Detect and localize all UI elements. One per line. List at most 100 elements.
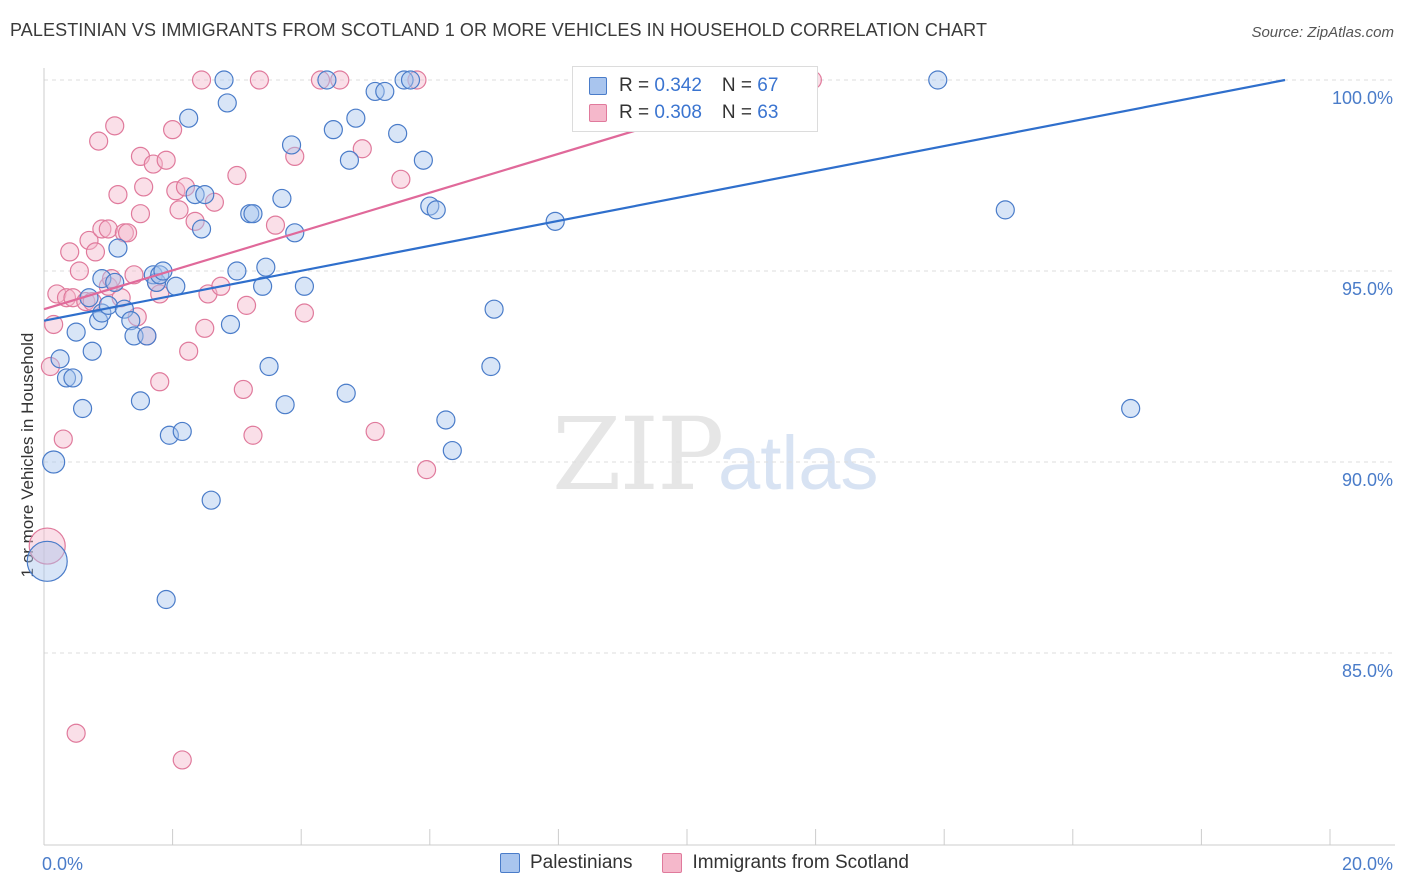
legend-swatch-pink bbox=[662, 853, 683, 873]
tick-labels: 100.0% 95.0% 90.0% 85.0% 0.0% 20.0% bbox=[42, 88, 1393, 874]
data-point bbox=[233, 379, 253, 400]
data-point bbox=[265, 215, 286, 235]
data-point bbox=[310, 70, 331, 90]
data-point bbox=[275, 395, 295, 415]
data-point bbox=[69, 261, 89, 281]
data-point bbox=[928, 70, 948, 90]
legend-row-palestinians: R = 0.342 N = 67 bbox=[589, 75, 778, 97]
watermark-zip: ZIP bbox=[552, 396, 724, 513]
data-point bbox=[365, 421, 385, 442]
data-point bbox=[259, 356, 279, 377]
data-point bbox=[217, 93, 237, 113]
data-point bbox=[256, 257, 276, 277]
chart-title: PALESTINIAN VS IMMIGRANTS FROM SCOTLAND … bbox=[10, 20, 988, 40]
data-point bbox=[481, 356, 501, 377]
data-point bbox=[134, 177, 154, 197]
data-point bbox=[121, 311, 141, 331]
data-point bbox=[159, 425, 179, 445]
data-point bbox=[108, 185, 128, 205]
data-point bbox=[214, 70, 234, 90]
data-point bbox=[294, 303, 315, 323]
x-tick-label: 0.0% bbox=[42, 854, 83, 874]
y-tick-label: 85.0% bbox=[1342, 661, 1393, 681]
data-point bbox=[1121, 398, 1141, 419]
data-point bbox=[47, 284, 67, 304]
data-point bbox=[66, 723, 86, 743]
data-point bbox=[175, 177, 196, 197]
data-point bbox=[89, 131, 109, 151]
axes bbox=[43, 68, 1395, 846]
data-point bbox=[185, 211, 205, 231]
data-point bbox=[98, 219, 118, 239]
data-point bbox=[394, 70, 414, 90]
data-point bbox=[172, 750, 192, 770]
x-tick-label: 20.0% bbox=[1342, 854, 1393, 874]
data-point bbox=[26, 540, 68, 582]
data-point bbox=[204, 192, 224, 212]
legend-r-label: R = bbox=[619, 75, 655, 96]
y-tick-label: 90.0% bbox=[1342, 470, 1393, 490]
data-point bbox=[143, 154, 163, 174]
data-point bbox=[272, 188, 292, 209]
y-tick-label: 95.0% bbox=[1342, 279, 1393, 299]
legend-n-value: 63 bbox=[757, 102, 779, 123]
data-point bbox=[195, 318, 215, 338]
data-point bbox=[56, 368, 77, 388]
legend-item-palestinians[interactable]: Palestinians bbox=[500, 852, 632, 874]
data-point bbox=[79, 230, 99, 251]
y-tick-label: 100.0% bbox=[1332, 88, 1393, 108]
data-point bbox=[388, 123, 408, 144]
data-point bbox=[185, 185, 205, 205]
data-point bbox=[191, 219, 212, 239]
data-point bbox=[191, 70, 212, 90]
data-point bbox=[56, 288, 77, 308]
data-point bbox=[117, 223, 138, 243]
data-point bbox=[28, 527, 66, 565]
data-point bbox=[124, 265, 144, 285]
data-point bbox=[105, 116, 125, 136]
data-point bbox=[236, 295, 257, 315]
data-point bbox=[156, 150, 176, 170]
data-point bbox=[137, 326, 157, 346]
data-point bbox=[294, 276, 315, 296]
data-point bbox=[50, 349, 70, 369]
legend-r-value: 0.342 bbox=[654, 75, 702, 96]
data-point bbox=[166, 181, 186, 201]
data-point bbox=[42, 450, 66, 474]
data-point bbox=[85, 242, 106, 262]
data-point bbox=[163, 120, 183, 140]
data-point bbox=[416, 460, 437, 480]
data-point bbox=[346, 108, 366, 128]
data-point bbox=[130, 391, 151, 411]
data-point bbox=[339, 150, 360, 170]
data-point bbox=[227, 261, 247, 281]
legend-item-scotland[interactable]: Immigrants from Scotland bbox=[662, 852, 909, 874]
data-point bbox=[281, 135, 302, 155]
data-point bbox=[63, 368, 83, 388]
series-palestinians bbox=[26, 70, 1141, 610]
legend-n-label: N = bbox=[721, 75, 758, 96]
data-point bbox=[249, 70, 270, 90]
data-point bbox=[53, 429, 73, 449]
data-point bbox=[195, 185, 215, 205]
legend-n-value: 67 bbox=[757, 75, 779, 96]
data-point bbox=[365, 81, 385, 102]
data-point bbox=[179, 108, 199, 128]
legend-swatch-blue bbox=[589, 77, 607, 95]
data-point bbox=[285, 146, 305, 166]
data-point bbox=[391, 169, 411, 189]
legend-swatch-blue bbox=[500, 853, 520, 873]
correlation-legend: R = 0.342 N = 67 R = 0.308 N = 63 bbox=[572, 66, 818, 132]
data-point bbox=[66, 322, 86, 342]
source-label: Source: ZipAtlas.com bbox=[1251, 24, 1394, 41]
data-point bbox=[436, 410, 456, 430]
data-point bbox=[169, 200, 189, 220]
data-point bbox=[317, 70, 337, 90]
data-point bbox=[92, 269, 112, 289]
data-point bbox=[172, 421, 192, 442]
data-point bbox=[150, 372, 170, 392]
data-point bbox=[82, 341, 102, 361]
data-point bbox=[108, 238, 128, 258]
legend-row-scotland: R = 0.308 N = 63 bbox=[589, 102, 778, 124]
